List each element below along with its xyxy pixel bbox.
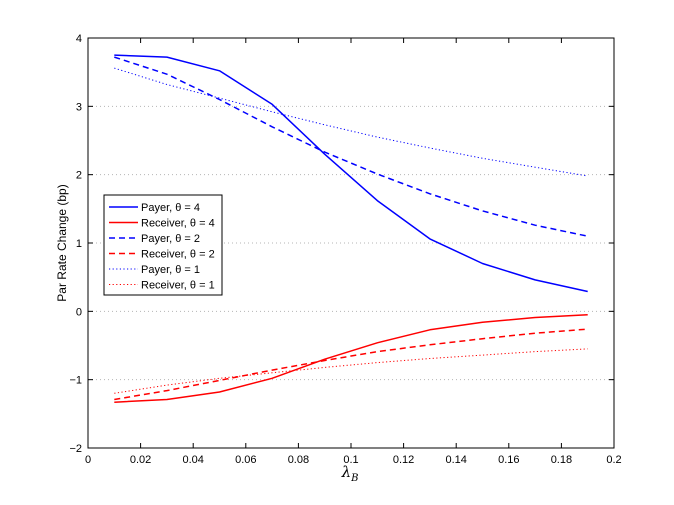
legend-label: Payer, θ = 1 [141, 264, 200, 276]
x-tick-label: 0.2 [606, 454, 621, 466]
series-line-1 [114, 54, 588, 293]
y-tick-label: 0 [76, 306, 82, 318]
axis-tick-labels: −2 −1 0 1 2 3 4 0 0.02 0.04 0.06 0.08 0.1 0.12 0.14 0.1… [69, 33, 621, 466]
x-axis-label-symbol: λ [341, 463, 352, 481]
series-line-4 [114, 328, 588, 401]
y-tick-label: 2 [76, 170, 82, 182]
x-axis-label-subscript: B [350, 473, 358, 484]
x-axis-label: λB [341, 463, 359, 484]
y-tick-label: −1 [69, 375, 82, 387]
x-tick-label: 0.18 [551, 454, 572, 466]
x-tick-label: 0.12 [393, 454, 414, 466]
axis-ticks [87, 37, 615, 449]
x-tick-label: 0.1 [343, 454, 358, 466]
legend-label: Receiver, θ = 2 [141, 249, 215, 261]
y-tick-label: 4 [76, 33, 82, 45]
series-line-5 [114, 67, 588, 177]
x-tick-label: 0.02 [130, 454, 151, 466]
x-tick-label: 0.08 [288, 454, 309, 466]
series-line-2 [114, 314, 588, 403]
x-tick-label: 0.16 [498, 454, 519, 466]
y-tick-label: 1 [76, 238, 82, 250]
x-tick-label: 0.14 [445, 454, 466, 466]
series-line-3 [114, 56, 588, 237]
y-tick-label: −2 [69, 443, 82, 455]
y-axis-label: Par Rate Change (bp) [55, 184, 69, 301]
legend-label: Receiver, θ = 4 [141, 218, 215, 230]
x-tick-label: 0.04 [182, 454, 203, 466]
x-tick-label: 0 [85, 454, 91, 466]
legend-label: Payer, θ = 2 [141, 233, 200, 245]
legend-label: Receiver, θ = 1 [141, 280, 215, 292]
x-tick-label: 0.06 [235, 454, 256, 466]
legend: Payer, θ = 4 Receiver, θ = 4 Payer, θ = 2 R… [103, 194, 223, 296]
legend-label: Payer, θ = 4 [141, 202, 200, 214]
y-tick-label: 3 [76, 101, 82, 113]
series-line-6 [114, 348, 588, 394]
legend-box [103, 194, 223, 296]
series-lines [114, 54, 588, 403]
